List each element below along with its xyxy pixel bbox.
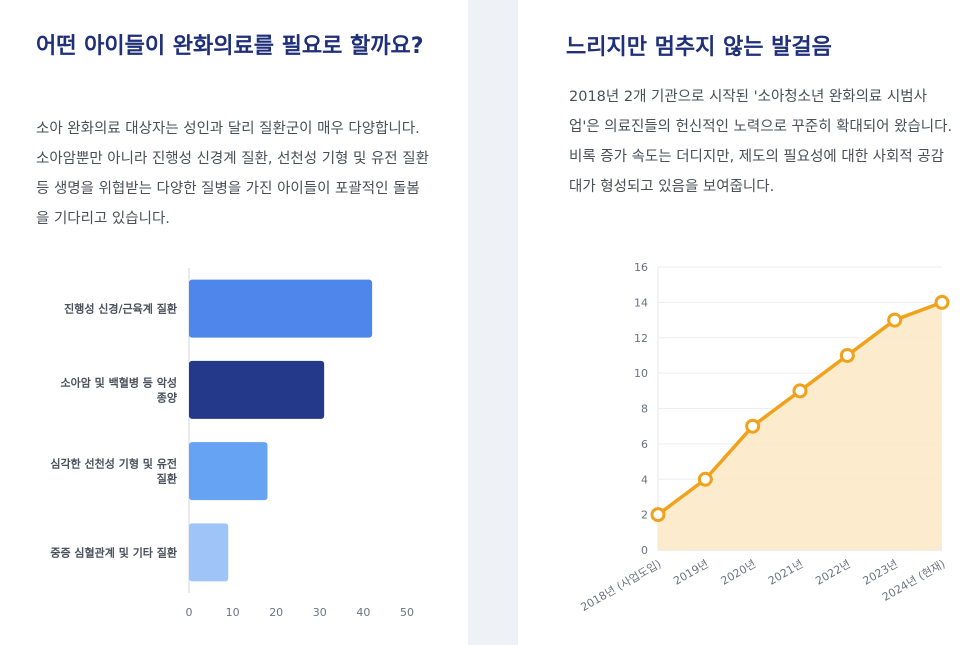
category-label: 소아암 및 백혈병 등 악성 — [60, 375, 177, 389]
y-tick-label: 4 — [641, 473, 648, 486]
x-tick-label: 2020년 — [719, 557, 759, 587]
y-tick-label: 2 — [641, 509, 648, 522]
x-tick-label: 30 — [313, 606, 327, 619]
bar-2 — [189, 360, 325, 419]
left-section-title: 어떤 아이들이 완화의료를 필요로 할까요? — [36, 34, 424, 59]
data-point-4 — [792, 383, 808, 399]
x-tick-label: 2022년 — [813, 557, 853, 587]
y-tick-label: 8 — [641, 403, 648, 416]
y-tick-label: 16 — [634, 261, 648, 274]
x-tick-label: 0 — [186, 606, 193, 619]
category-label: 중증 심혈관계 및 기타 질환 — [50, 545, 177, 559]
x-tick-label: 40 — [356, 606, 370, 619]
right-section-title: 느리지만 멈추지 않는 발걸음 — [566, 35, 832, 60]
x-tick-label: 10 — [226, 606, 240, 619]
data-point-6 — [887, 312, 903, 328]
series-area — [658, 302, 942, 550]
y-tick-label: 10 — [634, 367, 648, 380]
category-label: 종양 — [157, 390, 177, 404]
category-label: 진행성 신경/근육계 질환 — [64, 302, 177, 316]
y-tick-label: 6 — [641, 438, 648, 451]
x-tick-label: 2021년 — [766, 557, 806, 587]
x-tick-label: 50 — [400, 606, 414, 619]
left-section-description: 소아 완화의료 대상자는 성인과 달리 질환군이 매우 다양합니다. 소아암뿐만… — [36, 121, 429, 227]
right-section-description: 2018년 2개 기관으로 시작된 '소아청소년 완화의료 시범사업'은 의료진… — [569, 89, 953, 195]
data-point-7 — [934, 294, 950, 310]
data-point-5 — [839, 347, 855, 363]
bar-3 — [189, 442, 268, 501]
bar-4 — [189, 523, 229, 582]
left-panel: 어떤 아이들이 완화의료를 필요로 할까요? 소아 완화의료 대상자는 성인과 … — [0, 0, 468, 645]
category-label: 심각한 선천성 기형 및 유전 — [50, 457, 177, 471]
data-point-3 — [745, 418, 761, 434]
institution-growth-chart: 0 2 4 6 8 10 12 14 16 2018년 (사업도입) 2019년 2020년 2021년… — [578, 261, 950, 614]
bar-1 — [189, 279, 373, 338]
x-tick-label: 20 — [269, 606, 283, 619]
x-tick-label: 2018년 (사업도입) — [578, 557, 663, 614]
right-panel: 느리지만 멈추지 않는 발걸음 2018년 2개 기관으로 시작된 '소아청소년… — [518, 0, 975, 645]
category-label: 질환 — [157, 472, 177, 486]
x-tick-label: 2023년 — [861, 557, 901, 587]
y-tick-label: 14 — [634, 296, 648, 309]
data-point-2 — [697, 471, 713, 487]
y-tick-label: 0 — [641, 544, 648, 557]
y-tick-label: 12 — [634, 332, 648, 345]
x-tick-label: 2019년 — [671, 557, 711, 587]
data-point-1 — [650, 507, 666, 523]
